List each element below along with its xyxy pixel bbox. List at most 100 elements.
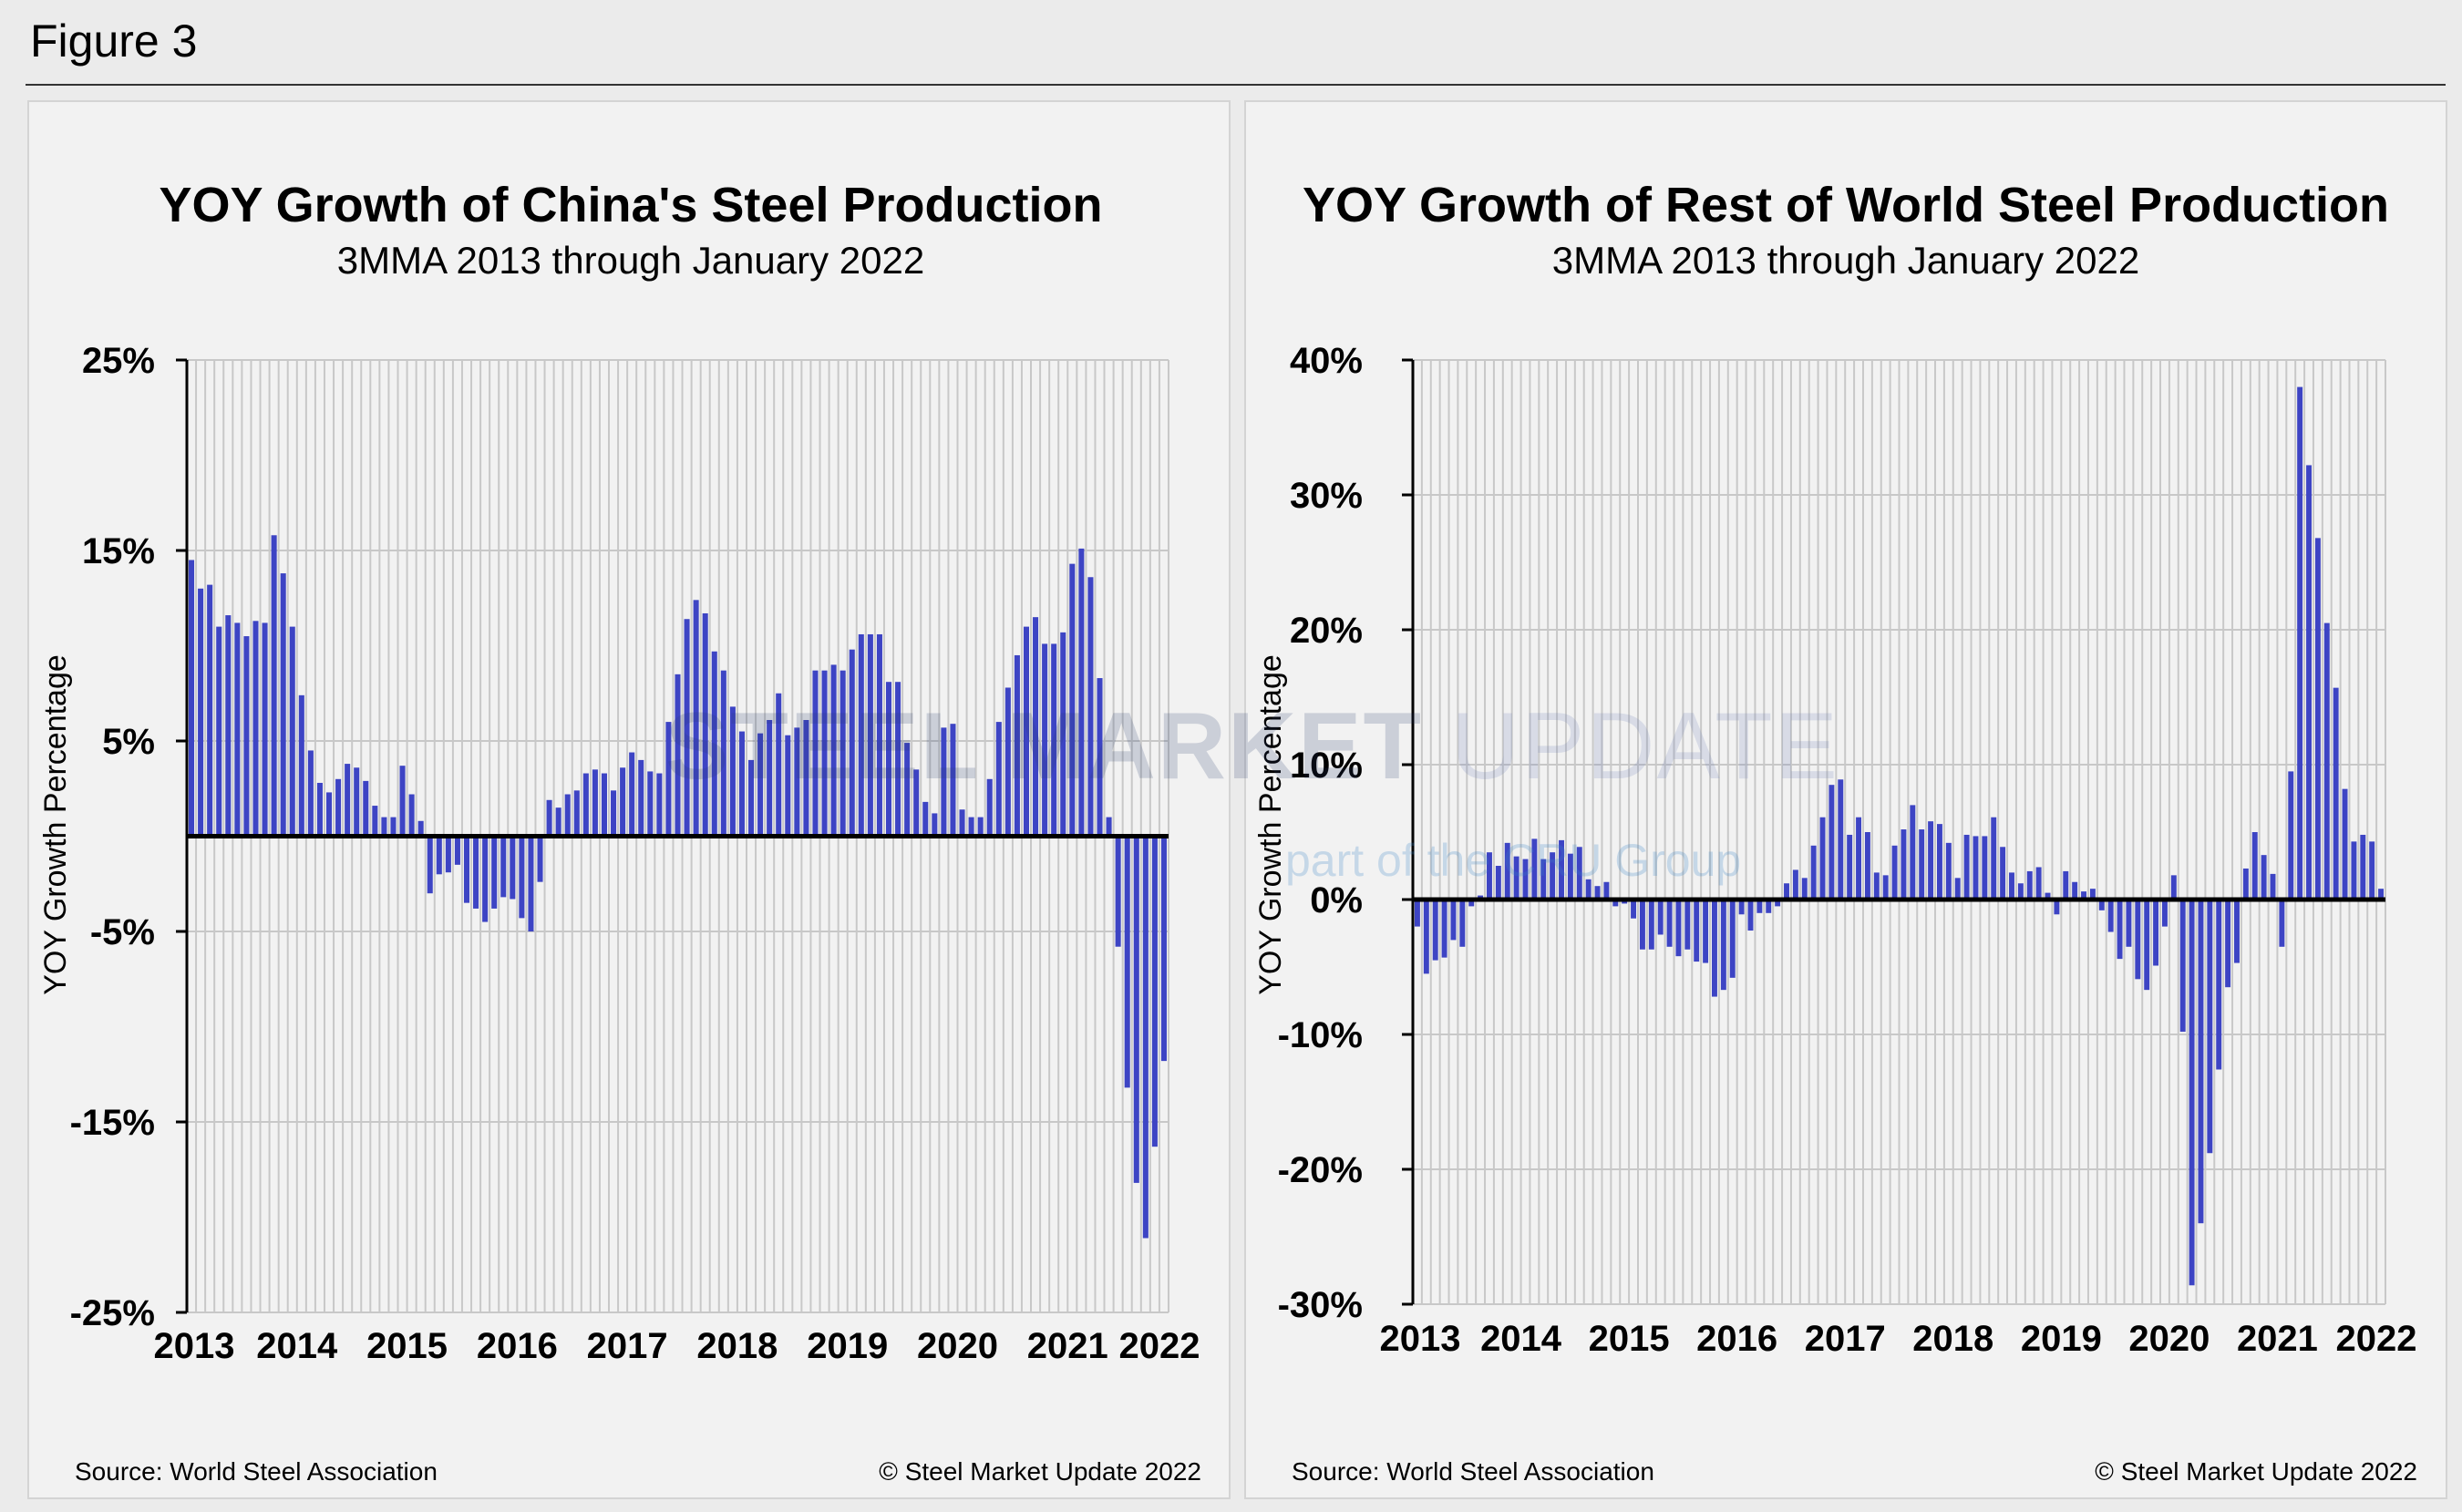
row-bar <box>1513 856 1519 900</box>
china-bar <box>500 836 507 898</box>
china-bar <box>647 771 654 837</box>
row-bar <box>2144 900 2150 991</box>
row-bar <box>1522 859 1529 900</box>
china-bar <box>372 806 378 837</box>
row-bar <box>2207 900 2213 1154</box>
china-bar <box>1033 617 1039 837</box>
row-bar <box>1594 886 1601 900</box>
row-bar <box>1694 900 1700 962</box>
row-bar <box>1657 900 1664 935</box>
china-bar <box>252 621 259 837</box>
row-bar <box>1792 869 1798 900</box>
china-bar <box>555 807 561 837</box>
china-bar <box>198 588 204 837</box>
row-bar <box>2261 855 2267 900</box>
china-bar <box>354 767 360 837</box>
row-bar <box>1819 817 1826 900</box>
row-bars <box>1414 386 2385 1286</box>
china-bar <box>537 836 543 882</box>
row-bar <box>1910 805 1916 900</box>
china-xtick-label: 2018 <box>696 1326 778 1366</box>
china-bar <box>785 735 791 837</box>
china-chart-subtitle: 3MMA 2013 through January 2022 <box>337 239 924 282</box>
china-bar <box>510 836 516 900</box>
row-bar <box>2179 900 2186 1033</box>
china-bar <box>977 817 984 837</box>
china-bar <box>417 820 424 837</box>
china-copyright-note: © Steel Market Update 2022 <box>879 1457 1201 1486</box>
row-source-note: Source: World Steel Association <box>1292 1457 1654 1486</box>
row-bar <box>2063 870 2069 900</box>
china-bar <box>1151 836 1158 1147</box>
china-bar <box>582 773 589 837</box>
row-bar <box>1973 836 1979 900</box>
row-bar <box>1432 900 1438 961</box>
row-bar <box>1495 866 1501 900</box>
china-bar <box>968 817 974 837</box>
china-xtick-label: 2020 <box>917 1326 998 1366</box>
china-chart-title: YOY Growth of China's Steel Production <box>160 178 1103 232</box>
row-bar <box>2107 900 2114 932</box>
china-bar <box>463 836 470 903</box>
watermark-brand-light: UPDATE <box>1450 694 1840 799</box>
china-bar <box>959 809 965 837</box>
row-bar <box>2072 881 2078 900</box>
china-bar <box>840 670 846 837</box>
row-bar <box>1559 839 1564 900</box>
china-bar <box>867 633 873 837</box>
china-source-note: Source: World Steel Association <box>75 1457 438 1486</box>
row-bar <box>1666 900 1673 947</box>
row-xtick-label: 2021 <box>2237 1319 2318 1359</box>
china-bar <box>280 573 286 837</box>
china-bar <box>932 813 938 837</box>
china-bar <box>913 769 920 837</box>
china-bar <box>620 767 626 837</box>
china-bar <box>803 720 809 837</box>
china-bar <box>427 836 433 894</box>
china-bar <box>325 792 333 837</box>
row-xtick-label: 2017 <box>1805 1319 1886 1359</box>
row-bar <box>1531 838 1538 900</box>
china-bar <box>546 799 552 837</box>
china-bar <box>564 794 571 837</box>
row-bar <box>1919 829 1925 900</box>
row-bar <box>1720 900 1726 991</box>
row-xtick-label: 2013 <box>1380 1319 1461 1359</box>
row-bar <box>1612 900 1619 907</box>
china-bar <box>665 722 672 837</box>
row-bar <box>1928 821 1934 900</box>
row-bar <box>2045 892 2051 900</box>
row-bar <box>2161 900 2168 927</box>
china-bar <box>656 773 663 837</box>
row-bar <box>2351 841 2357 900</box>
row-bar <box>1828 785 1835 900</box>
china-xtick-label: 2019 <box>807 1326 888 1366</box>
china-bar <box>638 759 644 837</box>
china-bar <box>950 724 956 837</box>
china-bar <box>289 626 295 837</box>
china-bar <box>794 727 800 837</box>
china-xtick-label: 2016 <box>477 1326 558 1366</box>
china-bar <box>216 626 222 837</box>
china-bar <box>528 836 534 931</box>
row-bar <box>2189 900 2195 1286</box>
china-bar <box>941 727 947 837</box>
row-bar <box>1882 875 1889 900</box>
china-bar <box>1124 836 1130 1088</box>
row-bar <box>2135 900 2141 980</box>
china-bar <box>207 584 213 837</box>
row-xtick-label: 2019 <box>2021 1319 2102 1359</box>
row-bar <box>1775 900 1781 907</box>
china-bar <box>702 612 708 837</box>
china-bar <box>271 535 277 837</box>
china-axes: 25% 15% 5% -5% -15% -25%2013 2014 2015 2016 2017 2… <box>70 341 1200 1366</box>
row-bar <box>1891 845 1898 900</box>
china-bar <box>189 560 195 837</box>
china-bar <box>611 790 617 837</box>
row-bar <box>1576 847 1582 900</box>
row-bar <box>1675 900 1682 957</box>
china-bar <box>335 778 342 837</box>
row-bar <box>2297 386 2303 900</box>
china-bar <box>445 836 451 873</box>
